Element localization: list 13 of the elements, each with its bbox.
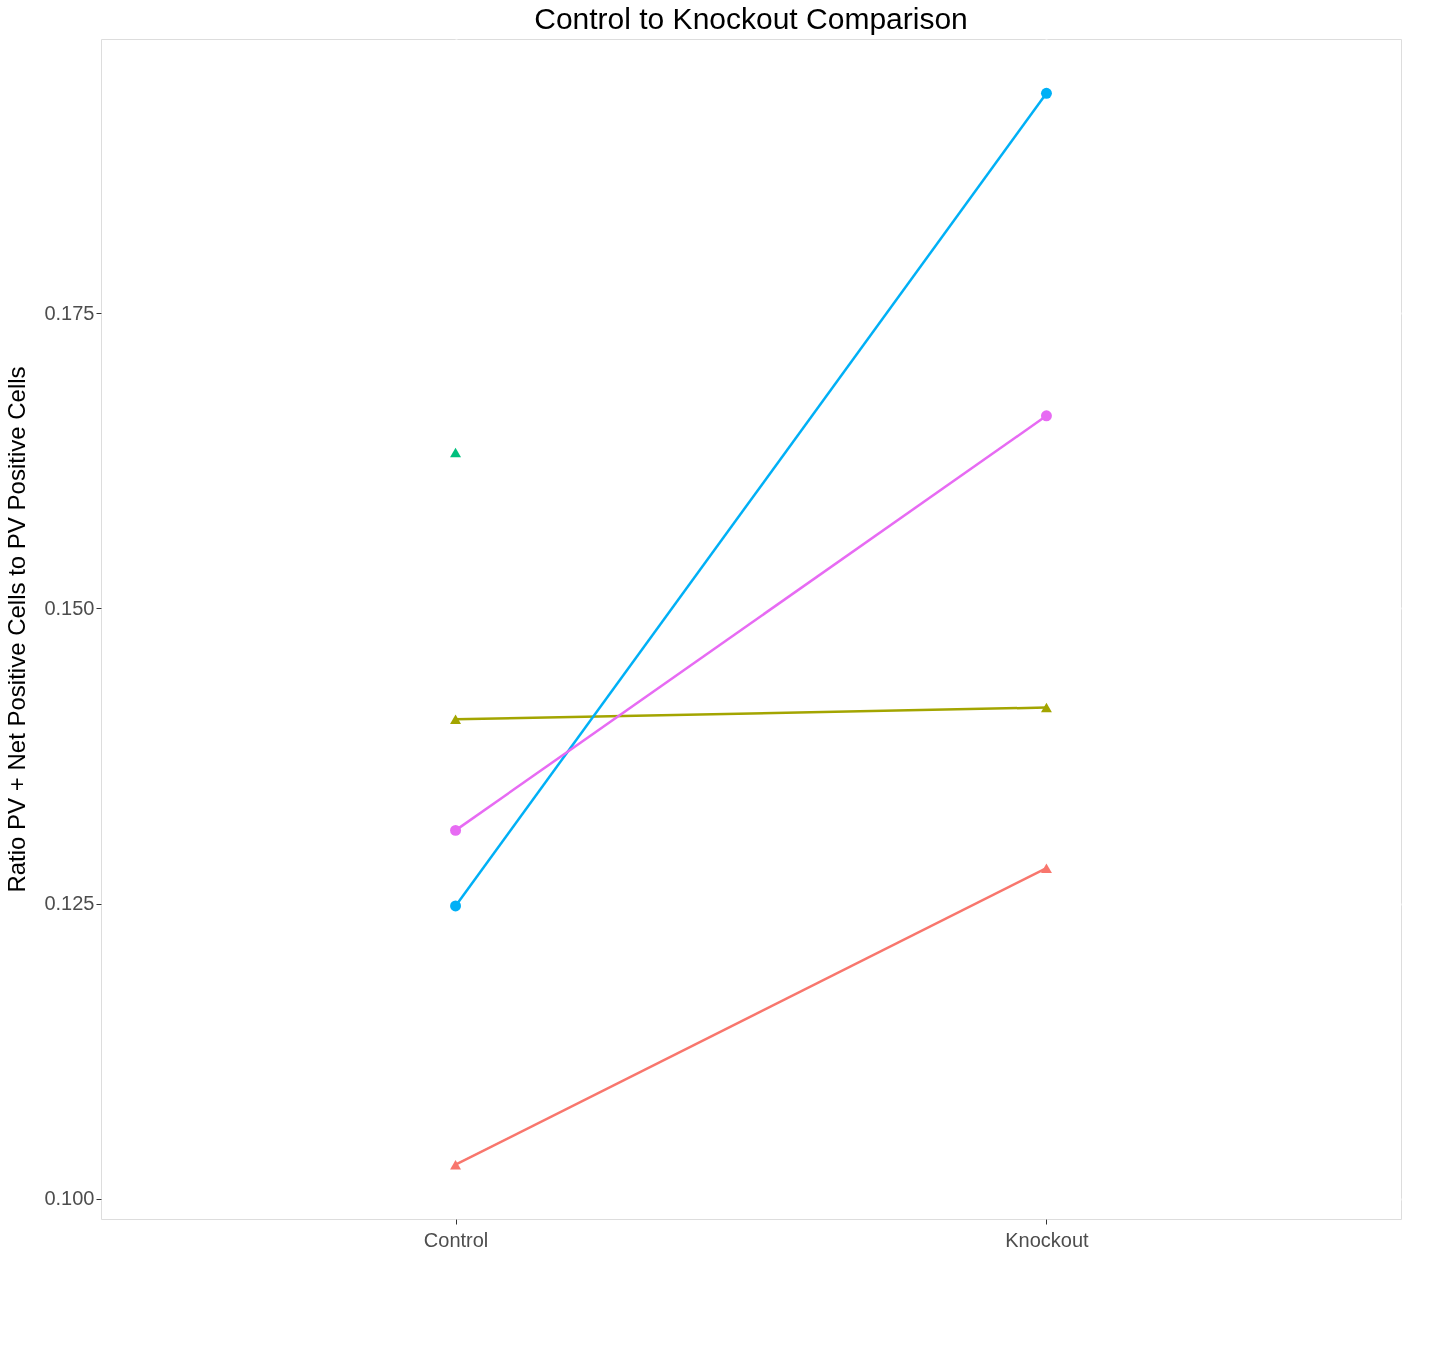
point	[450, 900, 462, 912]
y-tick-label: 0.150	[44, 596, 95, 619]
x-tick-label: Knockout	[1005, 1228, 1090, 1251]
x-tick-label: Control	[423, 1228, 489, 1251]
point	[1040, 87, 1052, 99]
point	[450, 824, 462, 836]
point	[1040, 410, 1052, 422]
y-axis-title: Ratio PV + Net Positive Cells to PV Positive Cells	[3, 366, 31, 893]
chart-title: Control to Knockout Comparison	[534, 2, 968, 35]
point	[450, 447, 462, 458]
y-tick-label: 0.125	[44, 892, 95, 915]
y-tick-label: 0.100	[44, 1187, 95, 1210]
y-tick-label: 0.175	[44, 301, 95, 324]
